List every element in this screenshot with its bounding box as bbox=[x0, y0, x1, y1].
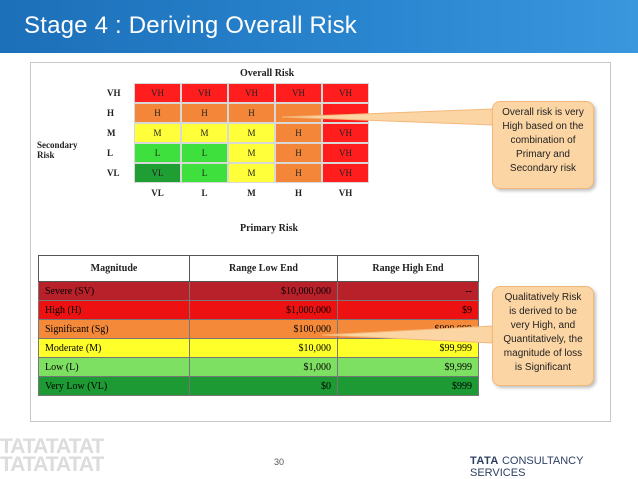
callout-line: is Significant bbox=[514, 362, 572, 373]
matrix-cell: H bbox=[134, 103, 181, 123]
header-range-low: Range Low End bbox=[189, 255, 338, 282]
matrix-title: Overall Risk bbox=[240, 68, 295, 79]
matrix-cell: H bbox=[181, 103, 228, 123]
matrix-cell: M bbox=[228, 123, 275, 143]
table-row: Very Low (VL) $0 $999 bbox=[38, 376, 479, 396]
callout-line: Qualitatively Risk bbox=[504, 292, 582, 303]
page-number: 30 bbox=[274, 457, 285, 467]
table-cell-magnitude: Very Low (VL) bbox=[38, 376, 190, 396]
table-cell-high: $999 bbox=[337, 376, 479, 396]
matrix-row-label: H bbox=[107, 108, 115, 118]
matrix-row-label: VH bbox=[107, 88, 121, 98]
matrix-cell: VH bbox=[322, 163, 369, 183]
matrix-cell: H bbox=[228, 103, 275, 123]
callout-magnitude: Qualitatively Risk is derived to be very H… bbox=[492, 286, 594, 386]
matrix-col-label: H bbox=[294, 188, 302, 198]
matrix-cell: H bbox=[275, 163, 322, 183]
matrix-col-label: VL bbox=[151, 188, 164, 198]
matrix-cell: VH bbox=[322, 83, 369, 103]
callout-line: High based on the bbox=[502, 121, 584, 132]
table-row: Significant (Sg)$100,000$999,999 bbox=[38, 319, 479, 339]
matrix-cell: VH bbox=[322, 143, 369, 163]
callout-line: Overall risk is very bbox=[502, 107, 584, 118]
matrix-cell: H bbox=[275, 143, 322, 163]
matrix-cell: M bbox=[134, 123, 181, 143]
matrix-cell: VH bbox=[181, 83, 228, 103]
callout-line: Secondary risk bbox=[509, 163, 577, 174]
matrix-cell: L bbox=[181, 163, 228, 183]
table-row: Low (L) $1,000 $9,999 bbox=[38, 357, 479, 377]
callout-line: combination of bbox=[510, 135, 576, 146]
tata-watermark: TATATATAT TATATATAT bbox=[0, 435, 104, 476]
matrix-cell: M bbox=[228, 163, 275, 183]
header-range-high: Range High End bbox=[337, 255, 479, 282]
tcs-brand: TATA CONSULTANCY SERVICES bbox=[470, 455, 584, 479]
slide-title: Stage 4 : Deriving Overall Risk bbox=[24, 12, 357, 39]
matrix-col-label: M bbox=[247, 188, 256, 198]
matrix-row-label: M bbox=[107, 128, 116, 138]
matrix-cell: VH bbox=[322, 123, 369, 143]
magnitude-table-header: Magnitude Range Low End Range High End bbox=[38, 255, 479, 282]
callout-1-pointer bbox=[281, 108, 494, 126]
callout-2-pointer bbox=[321, 325, 494, 344]
matrix-y-axis-label: Secondary Risk bbox=[37, 140, 78, 160]
table-row: High (H) $1,000,000 $9 bbox=[38, 300, 479, 320]
callout-line: Quantitatively, the bbox=[503, 334, 583, 345]
matrix-cell: VH bbox=[275, 83, 322, 103]
matrix-cell: M bbox=[181, 123, 228, 143]
title-bar: Stage 4 : Deriving Overall Risk bbox=[0, 0, 638, 53]
matrix-cell: VH bbox=[134, 83, 181, 103]
matrix-cell: H bbox=[275, 123, 322, 143]
matrix-row-label: L bbox=[107, 148, 114, 158]
matrix-cell: VL bbox=[134, 163, 181, 183]
matrix-cell: VH bbox=[228, 83, 275, 103]
callout-line: is derived to be bbox=[509, 306, 577, 317]
matrix-col-label: VH bbox=[338, 188, 353, 198]
matrix-x-axis-label: Primary Risk bbox=[240, 223, 299, 234]
callout-overall-risk: Overall risk is very High based on the com… bbox=[492, 101, 594, 189]
matrix-cell: L bbox=[134, 143, 181, 163]
matrix-row-label: VL bbox=[107, 168, 120, 178]
callout-line: very High, and bbox=[510, 320, 576, 331]
callout-line: magnitude of loss bbox=[503, 348, 583, 359]
matrix-cell: L bbox=[181, 143, 228, 163]
y-axis-label-part: Risk bbox=[37, 150, 55, 160]
header-magnitude: Magnitude bbox=[38, 255, 190, 282]
magnitude-table: Magnitude Range Low End Range High End S… bbox=[38, 255, 479, 396]
matrix-cell: M bbox=[228, 143, 275, 163]
matrix-col-label: L bbox=[201, 188, 208, 198]
callout-line: Primary and bbox=[516, 149, 570, 160]
y-axis-label-part: Secondary bbox=[37, 140, 78, 150]
